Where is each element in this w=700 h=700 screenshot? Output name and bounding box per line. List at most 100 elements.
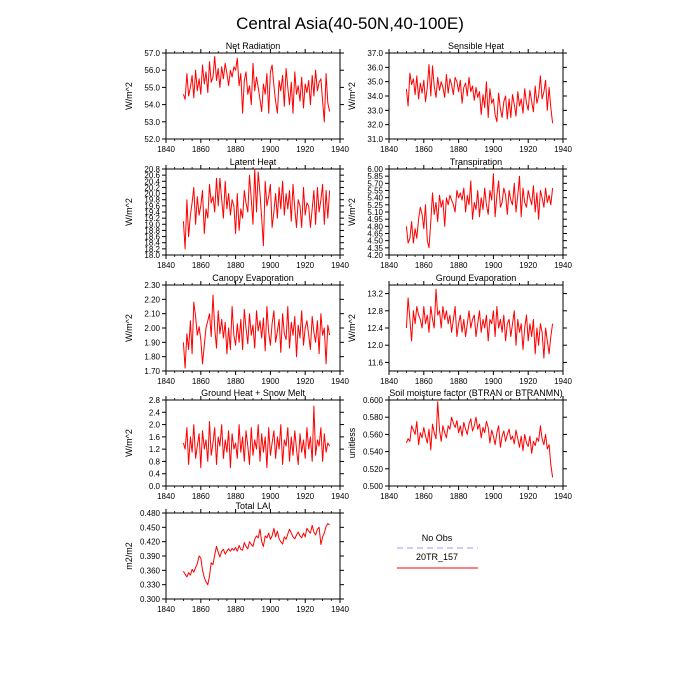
y-axis-label: W/m^2 [124, 198, 134, 226]
y-tick-label: 5.55 [367, 187, 383, 196]
x-tick-label: 1940 [554, 261, 572, 270]
x-tick-label: 1860 [415, 261, 433, 270]
y-tick-label: 55.0 [144, 83, 160, 92]
panel-net-radiation: Net Radiation 1840 1860 1880 1900 1920 1940 52.… [124, 41, 349, 154]
panel-sensible-heat: Sensible Heat 1840 1860 1880 1900 1920 1940 31.… [347, 41, 572, 154]
y-tick-label: 19.8 [144, 196, 160, 205]
y-tick-label: 13.2 [367, 290, 383, 299]
x-tick-label: 1940 [331, 377, 349, 386]
y-tick-label: 18.2 [144, 245, 160, 254]
x-tick-label: 1940 [331, 261, 349, 270]
y-tick-label: 20.0 [144, 190, 160, 199]
x-tick-label: 1920 [296, 492, 314, 501]
series-line-20tr-157 [405, 64, 554, 124]
x-tick-label: 1840 [380, 377, 398, 386]
y-tick-label: 5.85 [367, 172, 383, 181]
y-tick-label: 0.600 [363, 396, 384, 405]
y-tick-label: 0.330 [140, 581, 161, 590]
series-line-20tr-157 [182, 294, 331, 369]
y-axis-label: W/m^2 [124, 314, 134, 342]
series-line-20tr-157 [405, 401, 554, 478]
x-tick-label: 1900 [262, 261, 280, 270]
y-tick-label: 5.70 [367, 179, 383, 188]
y-tick-label: 0.360 [140, 566, 161, 575]
panel-soil-moisture-factor-btran-or-btranmn: Soil moisture factor (BTRAN or BTRANMN) 1… [347, 388, 572, 501]
y-tick-label: 4.35 [367, 244, 383, 253]
y-tick-label: 2.30 [144, 281, 160, 290]
legend-label-no-obs: No Obs [422, 533, 453, 543]
x-tick-label: 1880 [227, 605, 245, 614]
x-tick-label: 1940 [331, 492, 349, 501]
y-tick-label: 0.8 [149, 457, 161, 466]
y-tick-label: 1.80 [144, 353, 160, 362]
y-tick-label: 0.4 [149, 470, 161, 479]
panel-total-lai: Total LAI 1840 1860 1880 1900 1920 1940 0.300 0.… [124, 501, 349, 614]
y-tick-label: 33.0 [367, 106, 383, 115]
x-tick-label: 1920 [519, 492, 537, 501]
panel-canopy-evaporation: Canopy Evaporation 1840 1860 1880 1900 1920 19… [124, 273, 349, 386]
y-tick-label: 2.20 [144, 295, 160, 304]
x-tick-label: 1900 [485, 492, 503, 501]
y-tick-label: 52.0 [144, 135, 160, 144]
y-tick-label: 57.0 [144, 49, 160, 58]
x-tick-label: 1840 [157, 605, 175, 614]
y-tick-label: 0.0 [149, 482, 161, 491]
y-tick-label: 18.4 [144, 239, 160, 248]
x-tick-label: 1920 [296, 377, 314, 386]
series-line-20tr-157 [182, 168, 331, 250]
series-line-20tr-157 [182, 523, 330, 586]
panel-title: Canopy Evaporation [212, 273, 294, 283]
y-tick-label: 12.8 [367, 307, 383, 316]
x-tick-label: 1860 [192, 377, 210, 386]
y-tick-label: 0.540 [363, 448, 384, 457]
x-tick-label: 1840 [157, 492, 175, 501]
y-tick-label: 4.50 [367, 237, 383, 246]
y-tick-label: 2.00 [144, 324, 160, 333]
y-axis-label: unitless [347, 427, 357, 458]
x-tick-label: 1880 [227, 145, 245, 154]
x-tick-label: 1880 [227, 261, 245, 270]
y-tick-label: 34.0 [367, 92, 383, 101]
x-tick-label: 1880 [450, 261, 468, 270]
x-tick-label: 1840 [157, 377, 175, 386]
x-tick-label: 1940 [554, 145, 572, 154]
plot-frame [165, 512, 341, 600]
panel-title: Soil moisture factor (BTRAN or BTRANMN) [389, 388, 563, 398]
plot-frame [388, 52, 564, 140]
panel-title: Sensible Heat [448, 41, 505, 51]
x-tick-label: 1860 [192, 605, 210, 614]
y-tick-label: 5.10 [367, 208, 383, 217]
x-tick-label: 1880 [227, 377, 245, 386]
y-tick-label: 54.0 [144, 101, 160, 110]
x-tick-label: 1940 [331, 605, 349, 614]
series-line-20tr-157 [405, 173, 554, 249]
panel-title: Total LAI [235, 501, 270, 511]
y-tick-label: 20.6 [144, 171, 160, 180]
x-tick-label: 1920 [296, 145, 314, 154]
y-tick-label: 18.6 [144, 233, 160, 242]
y-tick-label: 35.0 [367, 78, 383, 87]
x-tick-label: 1880 [450, 377, 468, 386]
x-tick-label: 1840 [380, 145, 398, 154]
x-tick-label: 1860 [192, 145, 210, 154]
figure-title: Central Asia(40-50N,40-100E) [236, 14, 464, 33]
y-tick-label: 0.450 [140, 523, 161, 532]
y-tick-label: 6.00 [367, 165, 383, 174]
y-axis-label: W/m^2 [347, 198, 357, 226]
y-axis-label: W/m^2 [347, 82, 357, 110]
x-tick-label: 1840 [157, 261, 175, 270]
y-tick-label: 20.4 [144, 177, 160, 186]
y-tick-label: 4.80 [367, 222, 383, 231]
y-tick-label: 5.40 [367, 194, 383, 203]
panel-title: Transpiration [450, 157, 502, 167]
plot-frame [388, 399, 564, 487]
y-tick-label: 20.2 [144, 183, 160, 192]
x-tick-label: 1900 [485, 261, 503, 270]
x-tick-label: 1900 [485, 377, 503, 386]
series-line-20tr-157 [182, 55, 331, 123]
y-tick-label: 0.480 [140, 509, 161, 518]
y-tick-label: 1.90 [144, 338, 160, 347]
plot-frame [388, 168, 564, 256]
